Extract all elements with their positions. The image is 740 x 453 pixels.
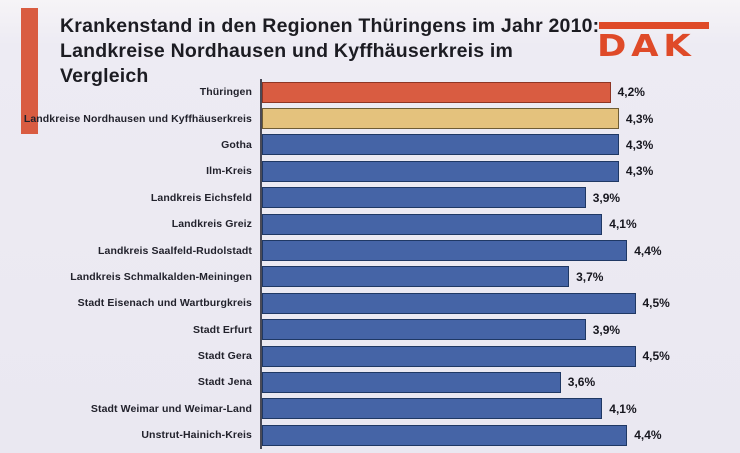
bar-blue xyxy=(262,187,586,209)
category-label: Landkreis Greiz xyxy=(171,218,252,231)
category-label: Stadt Weimar und Weimar-Land xyxy=(90,402,252,415)
category-label: Stadt Gera xyxy=(197,350,252,363)
category-axis-line xyxy=(260,79,262,449)
bar-chart: Thüringen 4,2% Landkreise Nordhausen und K… xyxy=(0,79,740,451)
plot-cell: 4,2% xyxy=(252,79,740,105)
chart-row: Landkreis Eichsfeld 3,9% xyxy=(0,185,740,211)
bar-blue xyxy=(262,292,636,314)
plot-cell: 4,1% xyxy=(252,211,740,237)
value-label: 3,9% xyxy=(592,322,621,337)
plot-cell: 4,4% xyxy=(252,237,740,263)
category-label: Landkreise Nordhausen und Kyffhäuserkrei… xyxy=(23,112,252,125)
dak-logo-text: DAK xyxy=(597,29,695,62)
chart-row: Landkreis Greiz 4,1% xyxy=(0,211,740,237)
value-label: 4,3% xyxy=(625,137,654,152)
plot-cell: 4,5% xyxy=(252,290,740,316)
plot-cell: 3,9% xyxy=(252,185,740,211)
value-label: 3,9% xyxy=(592,190,621,205)
chart-rows: Thüringen 4,2% Landkreise Nordhausen und K… xyxy=(0,79,740,448)
chart-title: Krankenstand in den Regionen Thüringens … xyxy=(60,14,605,89)
chart-row: Stadt Eisenach und Wartburgkreis 4,5% xyxy=(0,290,740,316)
bar-orange xyxy=(262,81,611,103)
plot-cell: 4,4% xyxy=(252,422,740,448)
chart-title-line2: Landkreise Nordhausen und Kyffhäuserkrei… xyxy=(60,40,514,87)
bar-blue xyxy=(262,424,628,446)
chart-row: Ilm-Kreis 4,3% xyxy=(0,158,740,184)
category-label: Stadt Eisenach und Wartburgkreis xyxy=(77,297,252,310)
category-label: Landkreis Eichsfeld xyxy=(150,191,252,204)
bar-blue xyxy=(262,240,628,262)
value-label: 4,4% xyxy=(634,243,662,258)
chart-row: Stadt Jena 3,6% xyxy=(0,369,740,395)
chart-row: Landkreis Saalfeld-Rudolstadt 4,4% xyxy=(0,237,740,263)
plot-cell: 4,3% xyxy=(252,158,740,184)
chart-title-line1: Krankenstand in den Regionen Thüringens … xyxy=(60,15,600,37)
bar-blue xyxy=(262,371,561,393)
value-label: 4,3% xyxy=(625,111,654,126)
category-label: Unstrut-Hainich-Kreis xyxy=(141,429,252,442)
value-label: 3,6% xyxy=(567,375,596,390)
value-label: 4,3% xyxy=(625,164,654,179)
value-label: 4,4% xyxy=(634,428,662,443)
plot-cell: 4,3% xyxy=(252,105,740,131)
value-label: 4,1% xyxy=(609,217,637,232)
value-label: 4,2% xyxy=(617,85,645,100)
category-label: Ilm-Kreis xyxy=(206,165,252,178)
chart-row: Unstrut-Hainich-Kreis 4,4% xyxy=(0,422,740,448)
category-label: Stadt Jena xyxy=(197,376,252,389)
category-label: Gotha xyxy=(221,138,252,151)
bar-blue xyxy=(262,160,619,182)
plot-cell: 3,7% xyxy=(252,264,740,290)
dak-logo: DAK xyxy=(597,20,715,63)
chart-row: Stadt Erfurt 3,9% xyxy=(0,317,740,343)
plot-cell: 3,9% xyxy=(252,317,740,343)
chart-row: Gotha 4,3% xyxy=(0,132,740,158)
category-label: Stadt Erfurt xyxy=(193,323,252,336)
plot-cell: 3,6% xyxy=(252,369,740,395)
plot-cell: 4,3% xyxy=(252,132,740,158)
bar-blue xyxy=(262,398,603,420)
category-label: Landkreis Saalfeld-Rudolstadt xyxy=(97,244,252,257)
value-label: 4,5% xyxy=(642,296,670,311)
bar-blue xyxy=(262,134,619,156)
plot-cell: 4,5% xyxy=(252,343,740,369)
chart-row: Stadt Gera 4,5% xyxy=(0,343,740,369)
chart-row: Landkreise Nordhausen und Kyffhäuserkrei… xyxy=(0,105,740,131)
chart-row: Thüringen 4,2% xyxy=(0,79,740,105)
dak-logo-graphic: DAK xyxy=(597,22,709,63)
bar-blue xyxy=(262,319,586,341)
bar-yellow xyxy=(262,108,619,130)
chart-row: Stadt Weimar und Weimar-Land 4,1% xyxy=(0,396,740,422)
value-label: 4,1% xyxy=(609,401,637,416)
bar-blue xyxy=(262,266,570,288)
category-label: Landkreis Schmalkalden-Meiningen xyxy=(70,270,252,283)
chart-row: Landkreis Schmalkalden-Meiningen 3,7% xyxy=(0,264,740,290)
category-label: Thüringen xyxy=(199,86,252,99)
bar-blue xyxy=(262,345,636,367)
value-label: 3,7% xyxy=(576,269,604,284)
value-label: 4,5% xyxy=(642,349,670,364)
bar-blue xyxy=(262,213,603,235)
accent-stripe xyxy=(21,8,38,134)
plot-cell: 4,1% xyxy=(252,396,740,422)
